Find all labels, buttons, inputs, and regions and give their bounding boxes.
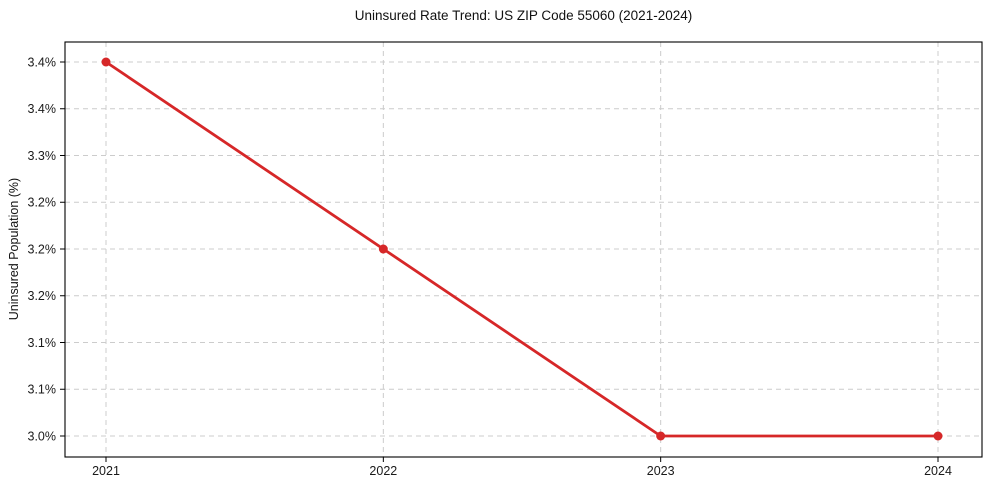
x-tick-label: 2021	[92, 464, 120, 478]
data-point	[101, 57, 111, 67]
x-tick-label: 2022	[369, 464, 397, 478]
y-tick-label: 3.1%	[28, 336, 57, 350]
y-tick-label: 3.2%	[28, 289, 57, 303]
y-tick-label: 3.1%	[28, 383, 57, 397]
y-tick-label: 3.3%	[28, 149, 57, 163]
y-tick-label: 3.4%	[28, 55, 57, 69]
data-point	[656, 431, 666, 441]
data-point	[933, 431, 943, 441]
y-tick-label: 3.2%	[28, 242, 57, 256]
chart-title: Uninsured Rate Trend: US ZIP Code 55060 …	[354, 8, 693, 23]
trend-line	[104, 60, 940, 438]
x-tick-label: 2024	[924, 464, 952, 478]
y-tick-label: 3.0%	[28, 429, 57, 443]
y-tick-label: 3.2%	[28, 196, 57, 210]
data-point	[378, 244, 388, 254]
x-tick-label: 2023	[647, 464, 675, 478]
y-tick-label: 3.4%	[28, 102, 57, 116]
